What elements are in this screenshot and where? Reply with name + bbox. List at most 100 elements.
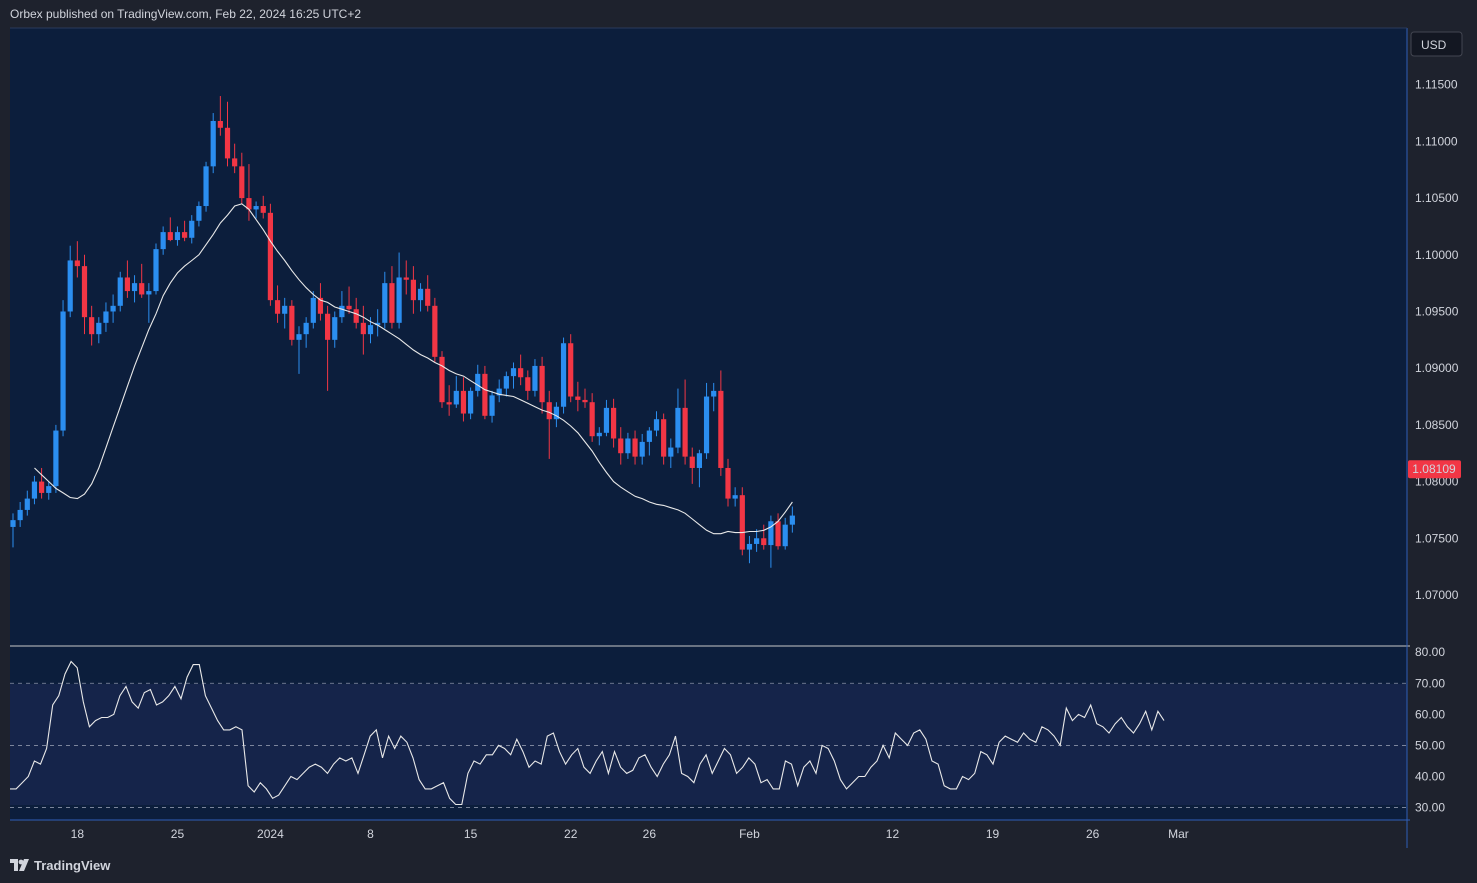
candle	[110, 294, 116, 323]
candle-body	[289, 305, 295, 340]
tradingview-branding[interactable]: TradingView	[10, 855, 110, 875]
candle-body	[282, 305, 288, 314]
candle	[60, 300, 66, 437]
candle-body	[518, 368, 524, 378]
candle-body	[224, 127, 231, 159]
candle	[274, 285, 281, 323]
candle	[46, 481, 52, 500]
candle	[518, 354, 524, 386]
candle	[725, 458, 731, 507]
candle-body	[725, 467, 731, 499]
candle-body	[53, 430, 59, 487]
candle	[332, 311, 338, 348]
candle	[146, 283, 152, 323]
candle-body	[689, 456, 695, 468]
last-price-box	[1408, 460, 1461, 479]
candle	[711, 382, 717, 412]
last-price-marker: 1.08109	[1408, 460, 1461, 479]
candle-body	[124, 277, 130, 292]
last-price-label: 1.08109	[1412, 462, 1456, 476]
candle-body	[432, 305, 438, 357]
candle	[24, 490, 30, 516]
price-tick-label: 1.07000	[1415, 588, 1459, 602]
rsi-band	[10, 684, 1407, 805]
candle-body	[439, 356, 445, 403]
currency-label: USD	[1421, 38, 1447, 52]
time-tick-label: 18	[71, 827, 85, 841]
candle-body	[346, 305, 352, 310]
candle-body	[668, 447, 674, 457]
time-tick-label: Mar	[1168, 827, 1189, 841]
candle	[239, 152, 245, 204]
currency-button[interactable]: USD	[1410, 31, 1463, 57]
price-tick-label: 1.10500	[1415, 191, 1459, 205]
candle	[53, 424, 59, 493]
candle	[596, 427, 602, 446]
candle-body	[153, 249, 159, 292]
candle	[353, 297, 359, 329]
main-pane-background	[10, 28, 1407, 646]
candle-body	[260, 206, 266, 213]
candle-body	[510, 368, 517, 377]
candle-body	[232, 158, 238, 167]
candle-body	[60, 311, 66, 431]
price-tick-label: 1.11500	[1415, 78, 1458, 92]
time-tick-label: 2024	[257, 827, 284, 841]
candle-body	[253, 206, 259, 210]
price-axis-ticks: 1.11500 1.11000 1.10500 1.10000 1.09500 1.090…	[1415, 78, 1459, 602]
candle	[432, 297, 438, 363]
candle	[139, 263, 145, 298]
candle	[503, 371, 509, 397]
publisher-caption: Orbex published on TradingView.com, Feb …	[10, 7, 361, 21]
candle-body	[489, 395, 495, 416]
candle-body	[274, 300, 281, 314]
candle	[668, 438, 674, 468]
candle-body	[675, 407, 681, 448]
tradingview-brand-text: TradingView	[34, 857, 111, 873]
rsi-axis-ticks: 80.00 70.00 60.00 50.00 40.00 30.00	[1415, 645, 1445, 814]
candle-body	[732, 495, 738, 499]
time-tick-label: 8	[367, 827, 374, 841]
candle	[625, 432, 631, 459]
candle-body	[203, 166, 209, 207]
candle	[453, 376, 459, 408]
candle-body	[339, 305, 345, 318]
rsi-tick-label: 30.00	[1415, 801, 1445, 815]
candle-body	[17, 509, 23, 521]
rsi-tick-label: 40.00	[1415, 770, 1445, 784]
candle-body	[24, 498, 30, 510]
candle	[661, 413, 667, 465]
rsi-line	[10, 660, 1165, 806]
candle	[39, 467, 45, 499]
time-tick-label: 15	[464, 827, 478, 841]
time-tick-label: 26	[643, 827, 657, 841]
candle	[203, 161, 209, 212]
candle-body	[39, 481, 45, 493]
candle-body	[410, 279, 416, 301]
candle	[131, 275, 138, 303]
candle-body	[468, 390, 474, 414]
candle	[224, 101, 231, 167]
candle	[782, 517, 788, 550]
candle	[496, 379, 502, 403]
candle	[675, 388, 681, 454]
candle-body	[539, 365, 545, 403]
candle	[618, 427, 624, 465]
rsi-tick-label: 80.00	[1415, 645, 1445, 659]
candle	[232, 143, 238, 174]
candle-body	[553, 406, 559, 420]
candle-body	[739, 495, 745, 550]
candle	[317, 283, 324, 321]
candle-body	[582, 399, 588, 403]
price-tick-label: 1.08500	[1415, 418, 1459, 432]
candle-body	[131, 283, 138, 292]
candle	[768, 515, 774, 568]
candle-body	[417, 288, 424, 301]
candle	[646, 427, 652, 456]
candlestick-series	[10, 96, 795, 568]
candle-body	[96, 322, 102, 335]
candle	[739, 487, 745, 556]
candle	[603, 399, 610, 437]
candle-body	[81, 266, 88, 318]
candle-body	[67, 260, 73, 312]
